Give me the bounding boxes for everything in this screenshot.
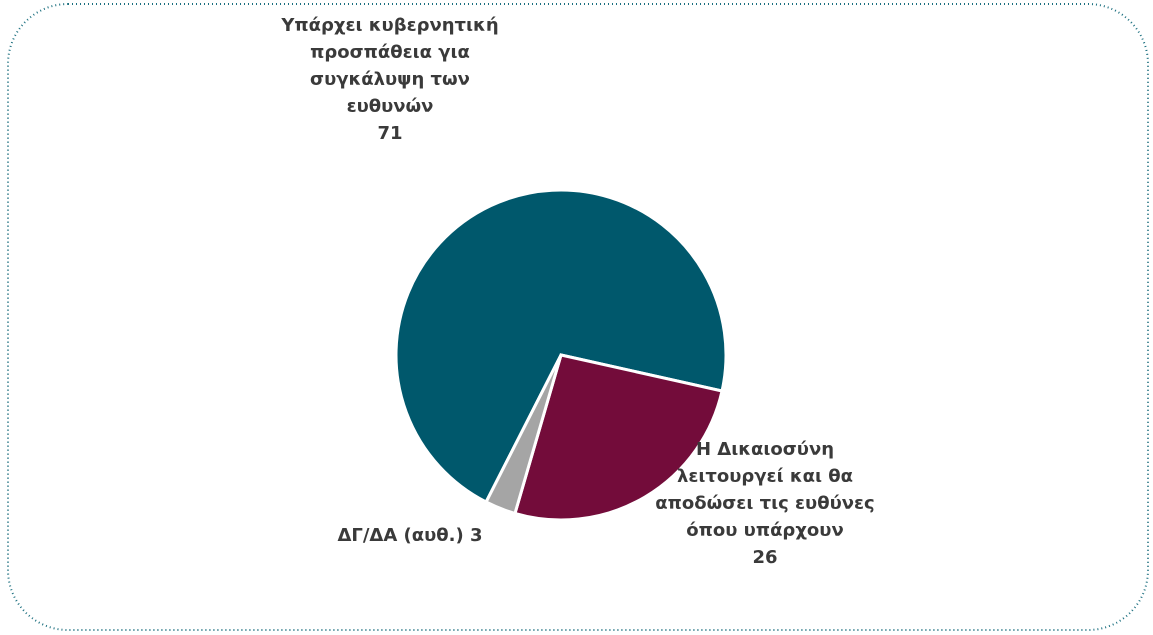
slice-label: ΔΓ/ΔΑ (αυθ.) 3 <box>290 522 530 549</box>
label-box: ΔΓ/ΔΑ (αυθ.) 3 <box>290 522 530 549</box>
category-label: ΔΓ/ΔΑ (αυθ.) <box>337 525 464 546</box>
slice-label: Η Δικαιοσύνη λειτουργεί και θα αποδώσει … <box>650 436 880 571</box>
value-label: 26 <box>752 547 778 568</box>
value-label: 3 <box>470 525 483 546</box>
label-box: Η Δικαιοσύνη λειτουργεί και θα αποδώσει … <box>650 436 880 571</box>
category-label: Η Δικαιοσύνη λειτουργεί και θα αποδώσει … <box>655 439 875 541</box>
category-label: Υπάρχει κυβερνητική προσπάθεια για συγκά… <box>281 15 499 117</box>
label-box: Υπάρχει κυβερνητική προσπάθεια για συγκά… <box>280 12 500 147</box>
value-label: 71 <box>377 123 403 144</box>
pie-slice <box>394 188 728 505</box>
frame <box>7 3 1149 631</box>
pie-slice <box>513 353 724 522</box>
pie-slice <box>484 354 563 516</box>
slice-label: Υπάρχει κυβερνητική προσπάθεια για συγκά… <box>280 12 500 147</box>
